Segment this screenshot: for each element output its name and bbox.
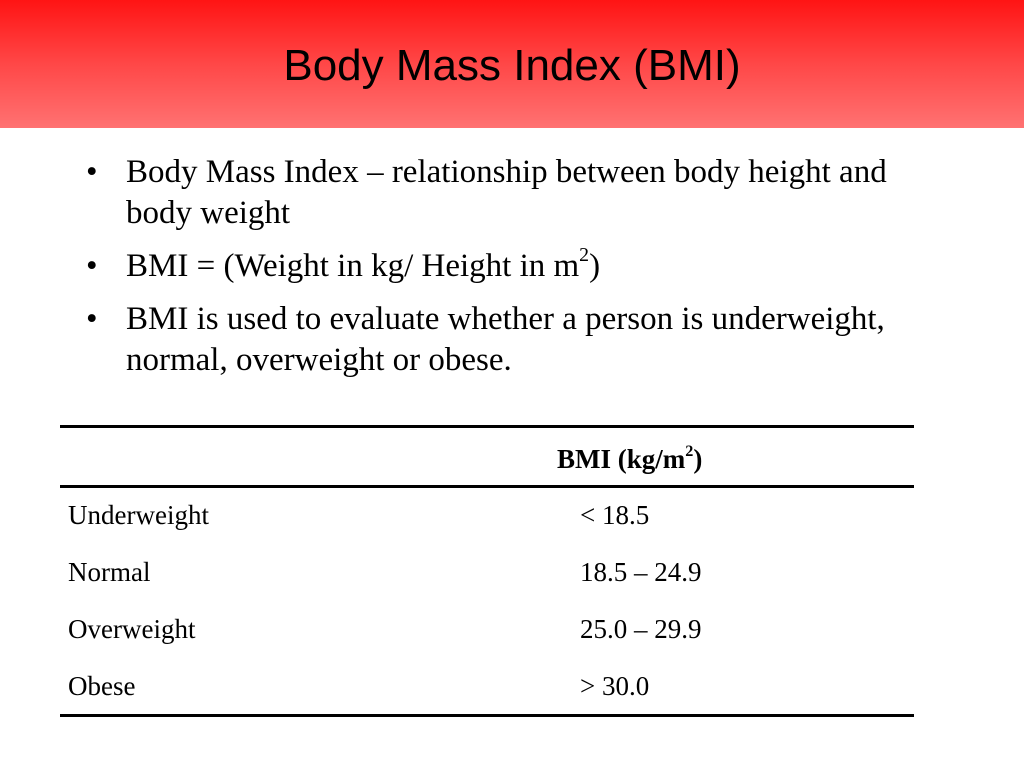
formula-text: BMI = (Weight in kg/ Height in m — [126, 248, 580, 284]
row-bmi-range: > 30.0 — [580, 671, 650, 701]
row-category: Normal — [68, 557, 151, 587]
bullet-item-formula: • BMI = (Weight in kg/ Height in m2) — [86, 244, 946, 287]
table-top-rule — [60, 425, 914, 428]
formula-exponent: 2 — [579, 244, 590, 267]
row-bmi-range: 25.0 – 29.9 — [580, 614, 702, 644]
table-bottom-rule — [60, 714, 914, 717]
row-category: Overweight — [68, 614, 196, 644]
row-bmi-range: 18.5 – 24.9 — [580, 557, 702, 587]
table-header-bmi: BMI (kg/m2) — [557, 441, 703, 474]
slide-title: Body Mass Index (BMI) — [283, 41, 741, 90]
bullet-icon: • — [86, 154, 98, 190]
bullet-item-definition: • Body Mass Index – relationship between… — [86, 152, 946, 234]
bullet-text: BMI is used to evaluate whether a person… — [126, 301, 885, 378]
row-category: Underweight — [68, 500, 209, 530]
bullet-icon: • — [86, 301, 98, 337]
formula-close: ) — [589, 248, 601, 284]
bullet-list: • Body Mass Index – relationship between… — [86, 152, 946, 393]
table-header-rule — [60, 485, 914, 488]
bullet-icon: • — [86, 248, 98, 284]
bullet-item-usage: • BMI is used to evaluate whether a pers… — [86, 299, 946, 381]
row-bmi-range: < 18.5 — [580, 500, 650, 530]
row-category: Obese — [68, 671, 136, 701]
title-band — [0, 0, 1024, 128]
bullet-text: Body Mass Index – relationship between b… — [126, 154, 887, 231]
